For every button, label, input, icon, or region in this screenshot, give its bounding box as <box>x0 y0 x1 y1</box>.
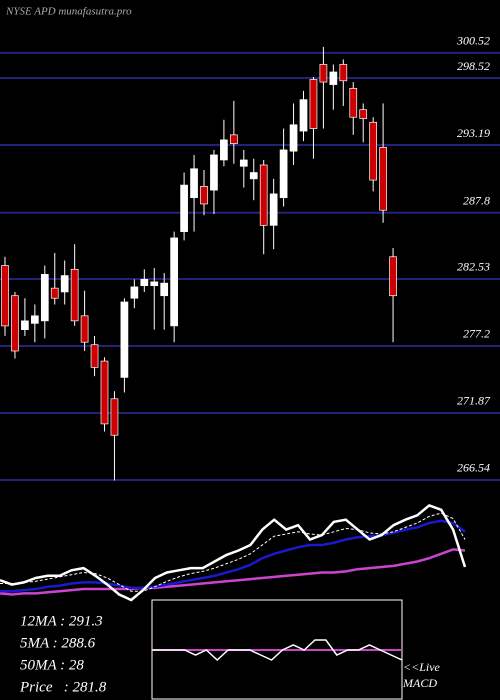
chart-title: NYSE APD munafasutra.pro <box>5 6 132 18</box>
candle-body <box>279 149 288 199</box>
y-tick-label: 287.8 <box>463 194 490 208</box>
candle-body <box>50 287 59 299</box>
macd-label: MACD <box>402 676 437 690</box>
candle-body <box>60 275 69 293</box>
candle-body <box>21 320 29 330</box>
candle-body <box>190 168 198 199</box>
candle-body <box>379 147 387 211</box>
candle-body <box>289 124 298 152</box>
candle-body <box>170 237 178 327</box>
candle-body <box>239 159 248 167</box>
y-tick-label: 282.53 <box>457 260 490 274</box>
candle-body <box>389 256 397 297</box>
stat-label: 5MA : 288.6 <box>20 635 96 651</box>
indicator-line <box>0 503 467 602</box>
candle-body <box>299 99 308 132</box>
candle-body <box>31 315 39 324</box>
candle-body <box>130 286 139 299</box>
y-tick-label: 298.52 <box>457 59 490 73</box>
macd-label: <<Live <box>403 660 441 674</box>
candle-body <box>70 268 79 322</box>
candle-body <box>230 134 238 144</box>
stat-label: 50MA : 28 <box>20 657 84 673</box>
candle-body <box>110 398 119 436</box>
candle-body <box>80 315 89 343</box>
y-tick-label: 266.54 <box>457 461 490 475</box>
candle-body <box>160 282 169 297</box>
candle-body <box>339 64 348 82</box>
y-tick-label: 277.2 <box>463 327 490 341</box>
candle-body <box>359 109 368 119</box>
candle-body <box>1 265 9 327</box>
indicator-line <box>0 548 466 596</box>
candle-body <box>140 279 149 287</box>
candle-body <box>210 154 218 191</box>
candle-body <box>329 71 338 85</box>
stat-label: Price : 281.8 <box>19 679 107 695</box>
stat-label: 12MA : 291.3 <box>20 613 103 629</box>
candle-body <box>349 87 358 118</box>
macd-line <box>152 639 403 662</box>
candle-body <box>200 186 208 205</box>
candle-body <box>180 184 188 232</box>
candle-body <box>249 172 258 180</box>
candle-body <box>40 273 49 322</box>
candle-body <box>150 281 159 287</box>
candle-body <box>369 121 377 181</box>
candle-body <box>220 139 228 161</box>
indicator-line <box>0 512 466 592</box>
y-tick-label: 293.19 <box>457 126 490 140</box>
candle-body <box>319 64 328 83</box>
candle-body <box>11 295 19 352</box>
candle-body <box>269 193 278 226</box>
y-tick-label: 300.52 <box>456 34 490 48</box>
candle-body <box>120 301 129 378</box>
candle-body <box>309 79 318 129</box>
candle-body <box>100 360 109 425</box>
y-tick-label: 271.87 <box>457 394 491 408</box>
candle-body <box>259 164 268 226</box>
candle-body <box>90 344 99 368</box>
indicator-line <box>0 519 466 593</box>
